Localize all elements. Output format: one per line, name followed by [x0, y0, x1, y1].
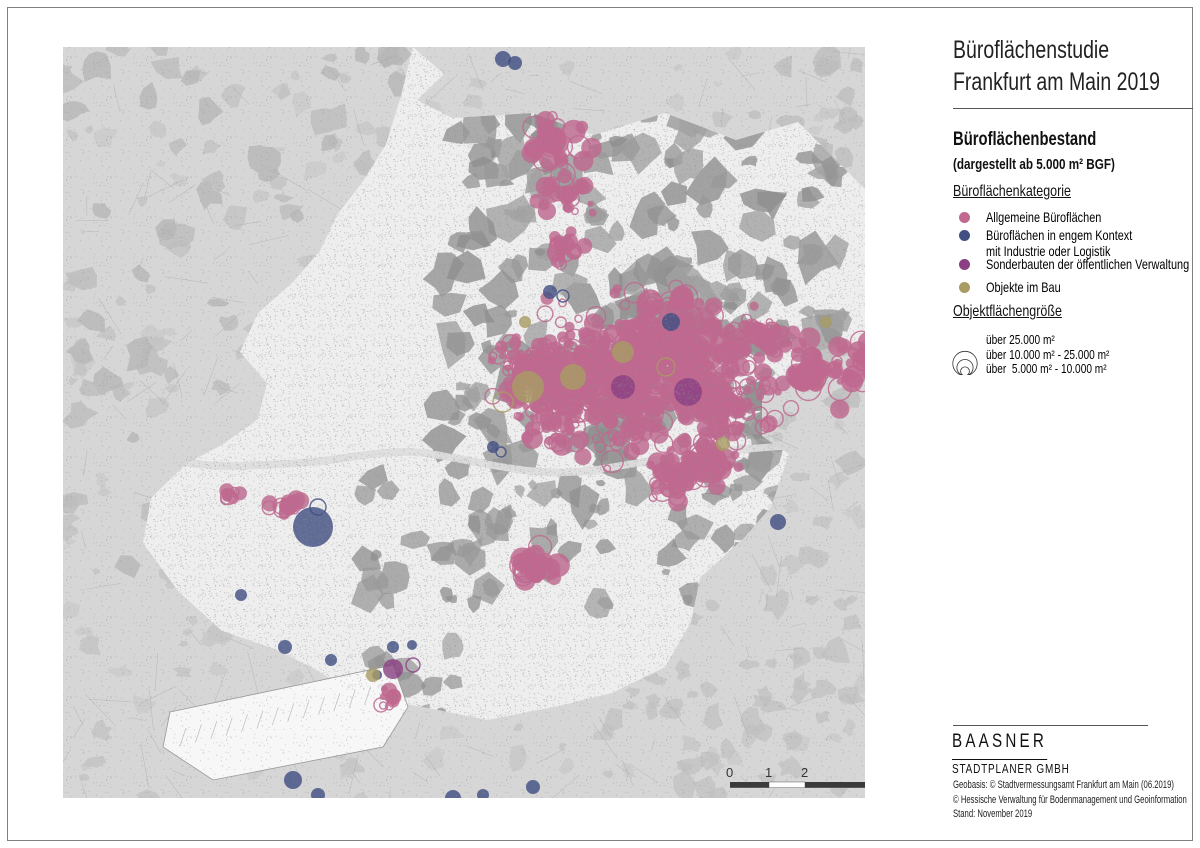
svg-text:2: 2 [801, 765, 808, 780]
svg-text:0: 0 [726, 765, 733, 780]
svg-text:1: 1 [765, 765, 772, 780]
